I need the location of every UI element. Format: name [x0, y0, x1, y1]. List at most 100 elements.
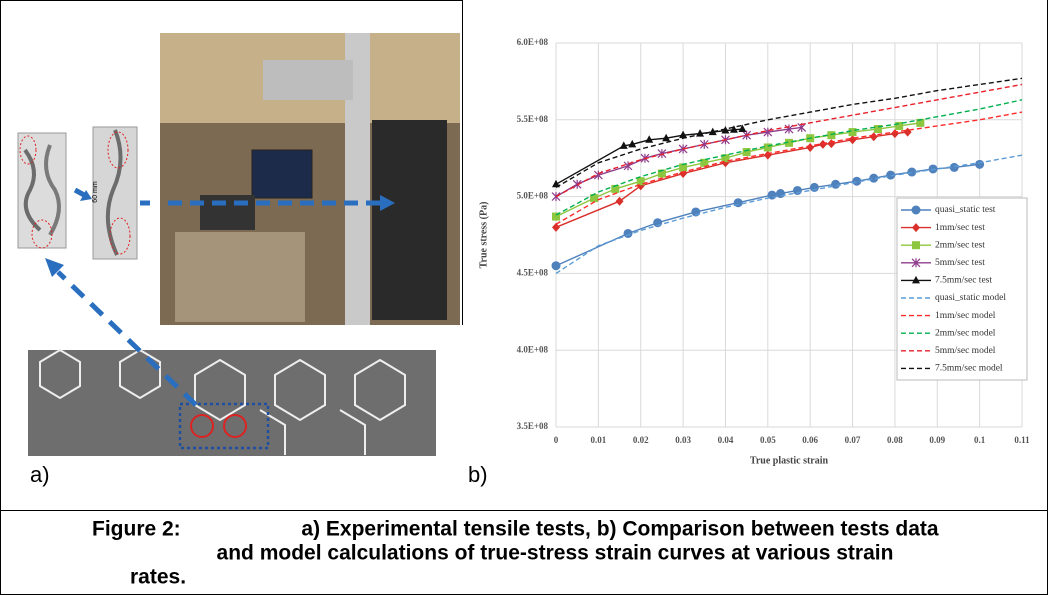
legend-label: 7.5mm/sec test [935, 276, 992, 286]
marker [895, 121, 904, 130]
marker [611, 184, 620, 193]
y-tick-label: 5.0E+08 [517, 191, 549, 201]
marker [949, 162, 959, 172]
legend-label: 5mm/sec model [935, 346, 996, 356]
caption-line: and model calculations of true-stress st… [217, 542, 894, 565]
x-tick-label: 0.09 [929, 435, 945, 445]
mesh-wire [39, 348, 406, 455]
x-tick-label: 0.07 [845, 435, 861, 445]
marker [831, 179, 841, 189]
marker [657, 149, 667, 159]
marker [827, 131, 836, 140]
mesh-photo [28, 350, 436, 456]
marker [742, 148, 751, 157]
arrow [56, 270, 198, 407]
legend-label: 1mm/sec model [935, 311, 996, 321]
legend-marker [911, 258, 921, 268]
marker [738, 124, 747, 133]
series-line [555, 83, 1023, 198]
marker [873, 125, 882, 134]
x-tick-label: 0.05 [760, 435, 776, 445]
y-tick-label: 5.5E+08 [517, 114, 549, 124]
marker [645, 135, 654, 143]
legend-label: 7.5mm/sec model [935, 364, 1003, 374]
marker [699, 139, 709, 149]
y-tick-label: 4.5E+08 [517, 267, 549, 277]
marker [552, 222, 560, 232]
legend-label: 5mm/sec test [935, 258, 985, 268]
marker [729, 125, 738, 133]
x-tick-label: 0.03 [675, 435, 691, 445]
series-line [555, 99, 1023, 216]
x-tick-label: 0.1 [974, 435, 986, 445]
y-tick-label: 4.0E+08 [517, 344, 549, 354]
marker [785, 138, 793, 147]
wire [23, 148, 42, 232]
marker [628, 139, 637, 148]
legend-label: quasi_static model [935, 293, 1006, 303]
x-tick-label: 0.04 [718, 435, 734, 445]
marker [551, 261, 561, 271]
specimen-photo [92, 126, 138, 260]
panel-label: b) [468, 462, 488, 487]
marker [886, 170, 896, 180]
caption-line: a) Experimental tensile tests, b) Compar… [301, 518, 938, 541]
legend-label: 2mm/sec test [935, 240, 985, 250]
marker [907, 167, 917, 177]
monitor [251, 149, 313, 199]
legend-label: 2mm/sec model [935, 328, 996, 338]
x-tick-label: 0 [554, 435, 559, 445]
legend: quasi_static test 1mm/sec test 2mm/sec tes… [896, 197, 1028, 381]
marker [590, 194, 599, 203]
arrowhead [380, 195, 395, 211]
desk [175, 232, 305, 322]
marker [806, 142, 815, 152]
marker [623, 228, 633, 238]
x-axis-title: True plastic strain [750, 455, 829, 466]
highlight [109, 217, 131, 255]
x-tick-label: 0.11 [1014, 435, 1030, 445]
marker [657, 169, 666, 178]
legend-marker [912, 241, 920, 250]
marker [848, 128, 857, 137]
caption-label: Figure 2: [92, 518, 181, 541]
y-tick-label: 6.0E+08 [517, 37, 549, 47]
marker [869, 173, 879, 183]
marker [700, 158, 709, 167]
photo-annotation: 60 mm [92, 181, 99, 203]
plot: 3.5E+08 4.0E+08 4.5E+08 5.0E+08 5.5E+08 6.0E+… [517, 37, 1031, 445]
legend-marker [912, 275, 920, 284]
marker [636, 177, 645, 186]
marker [818, 139, 827, 149]
marker [708, 127, 717, 136]
machine-head [263, 60, 353, 100]
marker [679, 163, 688, 172]
legend-marker [912, 223, 920, 233]
marker [615, 196, 624, 206]
y-tick-label: 3.5E+08 [517, 421, 549, 431]
marker [852, 176, 862, 186]
series-line [555, 77, 1023, 188]
photo-panel: 60 mm [17, 33, 460, 456]
arrows [45, 187, 395, 407]
caption-line: rates. [130, 566, 186, 589]
highlight [31, 219, 53, 249]
x-tick-label: 0.02 [633, 435, 649, 445]
arrowhead [80, 190, 92, 201]
highlight [190, 414, 214, 438]
legend-label: quasi_static test [935, 205, 996, 215]
arrowhead [45, 258, 64, 277]
x-tick-label: 0.01 [590, 435, 606, 445]
legend-marker [911, 205, 921, 215]
marker [975, 159, 985, 169]
highlight [223, 414, 247, 438]
marker [763, 143, 772, 152]
marker [916, 118, 925, 127]
legend-label: 1mm/sec test [935, 223, 985, 233]
highlight-box [178, 402, 270, 450]
y-axis-title: True stress (Pa) [478, 202, 489, 269]
marker [679, 130, 688, 139]
highlight [107, 131, 129, 169]
